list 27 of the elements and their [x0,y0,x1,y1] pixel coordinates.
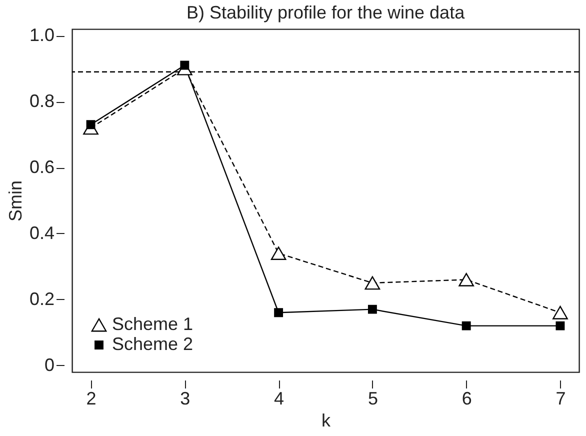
point [458,272,474,286]
point [86,120,96,130]
point [556,321,565,330]
y-tick-label: 0.2 [29,288,54,309]
x-tick-label: 4 [274,388,284,408]
x-tick-label: 3 [180,388,190,408]
point [552,306,568,320]
x-tick-label: 7 [556,388,566,408]
x-tick-label: 2 [86,388,96,408]
y-tick-label: 0 [44,354,54,375]
x-tick-label: 6 [462,388,472,408]
point [364,276,380,290]
point [274,308,284,318]
chart-title: B) Stability profile for the wine data [186,2,466,23]
y-tick-label: 0.6 [29,157,54,178]
point [180,60,190,70]
y-tick-label: 0.4 [29,222,54,243]
y-tick-label: 1.0 [29,25,54,46]
legend-label: Scheme 1 [112,314,194,334]
x-tick-label: 5 [368,388,378,408]
point [270,246,286,260]
point [368,304,377,314]
point [462,321,471,330]
legend-label: Scheme 2 [112,334,194,354]
y-axis-title: Smin [5,180,26,222]
x-axis-title: k [322,410,332,430]
y-tick-label: 0.8 [29,91,54,112]
